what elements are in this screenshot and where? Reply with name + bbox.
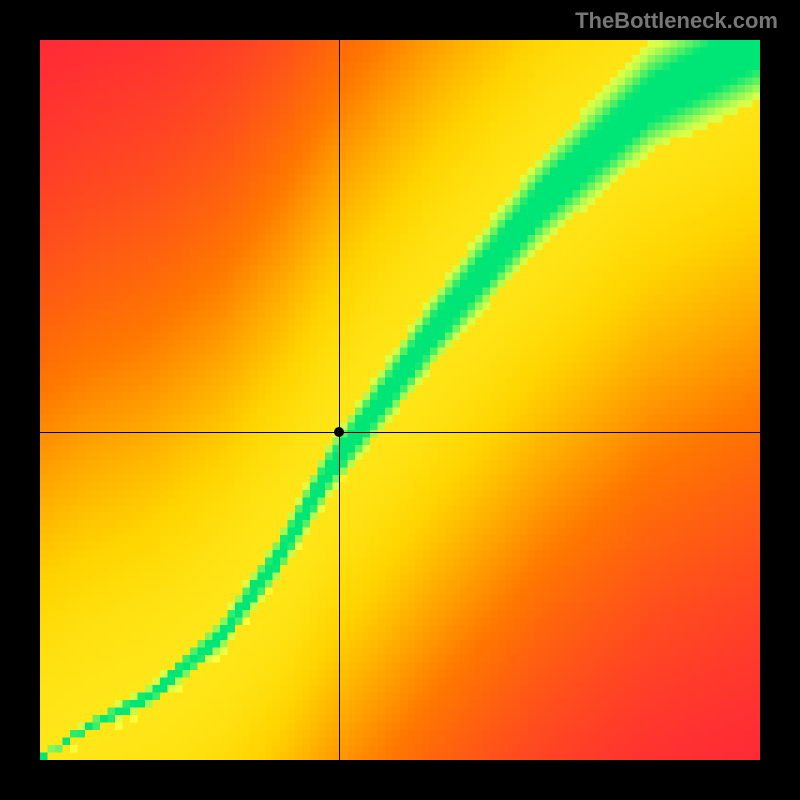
crosshair-vertical xyxy=(339,40,340,760)
watermark-text: TheBottleneck.com xyxy=(575,8,778,34)
heatmap-canvas xyxy=(40,40,760,760)
selection-marker xyxy=(334,427,344,437)
plot-area xyxy=(40,40,760,760)
crosshair-horizontal xyxy=(40,432,760,433)
